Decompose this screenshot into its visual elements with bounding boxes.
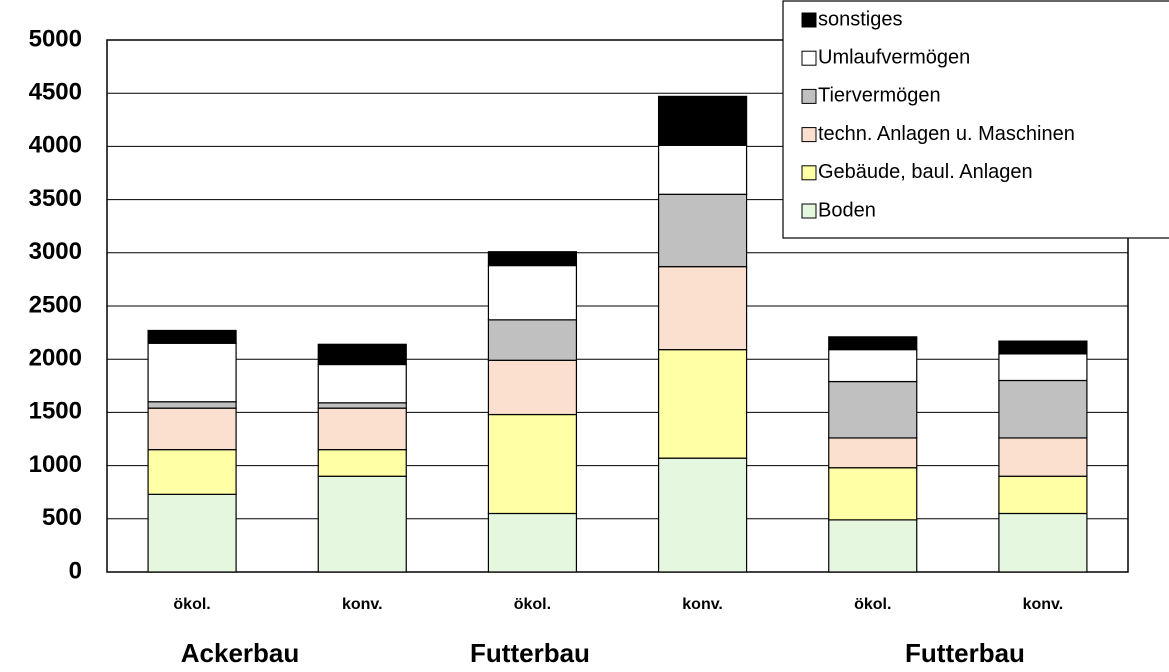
legend-swatch [801,12,817,28]
x-tick-label: konv. [1023,596,1064,613]
y-tick-label: 5000 [29,25,82,52]
legend-box [782,0,1169,239]
y-tick-label: 3000 [29,238,82,265]
bar-segment [998,340,1088,355]
bar-segment [317,363,407,404]
legend-swatch [801,88,817,104]
bar-segment [657,144,748,195]
y-tick-label: 500 [42,504,82,531]
bar-segment [657,266,748,351]
bar-segment [657,193,748,268]
legend-label: Gebäude, baul. Anlagen [818,161,1033,183]
y-tick-label: 1500 [29,398,82,425]
y-tick-label: 2000 [29,345,82,372]
bar-segment [487,264,578,321]
legend-label: techn. Anlagen u. Maschinen [818,123,1075,145]
x-tick-label: konv. [342,596,383,613]
bar-segment [147,493,237,573]
bar-segment [317,402,407,409]
bar-segment [147,342,237,403]
bar-segment [147,401,237,409]
bar-segment [487,251,578,267]
bar-segment [317,343,407,366]
y-tick-label: 0 [69,557,82,584]
legend-label: sonstiges [818,8,903,30]
y-tick-label: 4000 [29,132,82,159]
y-tick-label: 2500 [29,291,82,318]
legend-swatch [801,50,817,66]
bar-segment [147,449,237,495]
x-tick-label: ökol. [173,596,210,613]
legend-swatch [801,165,817,181]
y-tick-label: 4500 [29,79,82,106]
bar-segment [147,407,237,451]
bar-segment [828,467,918,521]
bar-segment [828,349,918,383]
bar-segment [998,379,1088,439]
bar-segment [998,437,1088,477]
group-label: Ackerbau [181,638,300,668]
x-tick-label: ökol. [854,596,891,613]
bar-segment [998,475,1088,515]
legend-label: Umlaufvermögen [818,46,970,68]
legend-swatch [801,203,817,219]
bar-segment [657,95,748,146]
bar-segment [828,519,918,573]
group-label: Futterbau [470,638,590,668]
bar-segment [657,349,748,459]
bar-segment [828,380,918,439]
y-tick-label: 3500 [29,185,82,212]
bar-segment [998,353,1088,382]
x-tick-label: konv. [682,596,723,613]
bar-segment [487,512,578,573]
bar-segment [657,457,748,573]
legend-label: Boden [818,199,876,221]
bar-segment [317,449,407,477]
bar-segment [487,359,578,416]
bar-segment [317,407,407,451]
bar-segment [828,336,918,351]
legend-swatch [801,127,817,143]
bar-segment [147,329,237,344]
bar-segment [998,512,1088,573]
bar-segment [317,475,407,573]
group-label: Futterbau [905,638,1025,668]
legend-label: Tiervermögen [818,85,941,107]
x-tick-label: ökol. [514,596,551,613]
bar-segment [828,437,918,469]
y-tick-label: 1000 [29,451,82,478]
bar-segment [487,319,578,361]
bar-segment [487,413,578,515]
